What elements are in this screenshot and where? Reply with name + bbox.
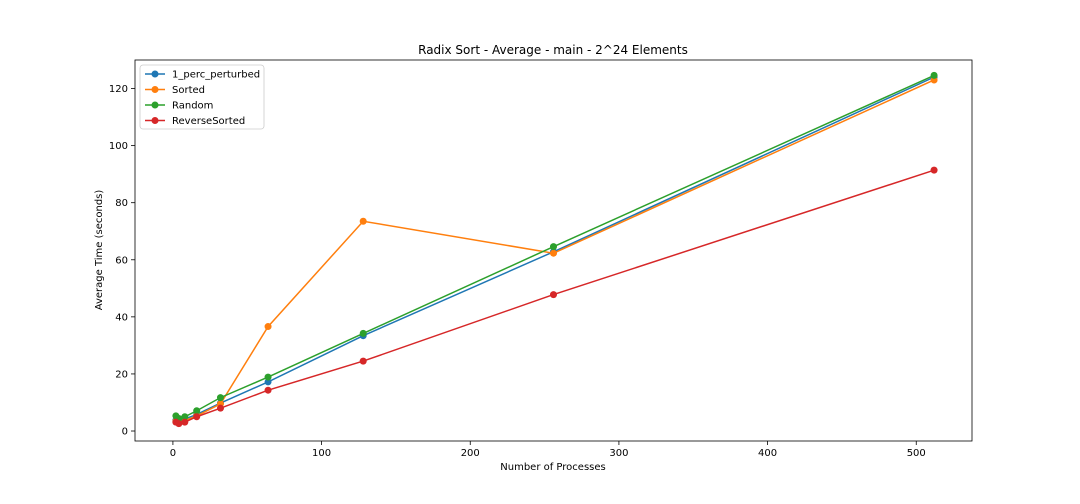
data-point	[264, 378, 272, 386]
legend-box	[139, 64, 265, 130]
axis-ticks: 0 100 200 300 400 500 0 20 40 60 80 100 120	[109, 84, 926, 459]
y-tick-label: 100	[109, 141, 128, 152]
y-tick-label: 60	[115, 255, 128, 266]
y-tick-label: 0	[122, 427, 128, 438]
x-tick-label: 400	[758, 448, 777, 459]
chart-title: Radix Sort - Average - main - 2^24 Eleme…	[418, 43, 688, 57]
x-tick-label: 200	[461, 448, 480, 459]
x-tick-label: 100	[312, 448, 331, 459]
data-point	[359, 217, 367, 225]
data-point	[216, 394, 224, 402]
legend-item: Sorted	[145, 85, 205, 96]
data-point	[181, 413, 189, 421]
legend-label: Sorted	[172, 85, 205, 96]
data-point	[264, 386, 272, 394]
data-point	[193, 413, 201, 421]
y-tick-label: 80	[115, 198, 128, 209]
data-point	[930, 166, 938, 174]
x-axis-label: Number of Processes	[500, 462, 605, 473]
data-point	[193, 407, 201, 415]
legend-item: ReverseSorted	[145, 116, 245, 127]
data-point	[359, 329, 367, 337]
legend-marker	[151, 70, 159, 78]
legend-label: ReverseSorted	[172, 116, 245, 127]
data-point	[550, 249, 557, 257]
data-point	[930, 71, 938, 79]
y-axis-label: Average Time (seconds)	[94, 190, 105, 311]
y-tick-label: 20	[115, 369, 128, 380]
legend-item: Random	[145, 101, 213, 112]
legend-label: 1_perc_perturbed	[172, 70, 260, 81]
series-ReverseSorted	[172, 166, 938, 428]
legend-marker	[151, 101, 159, 109]
legend: 1_perc_perturbed Sorted Random ReverseSorte…	[139, 64, 265, 130]
x-tick-label: 500	[907, 448, 926, 459]
data-point	[181, 418, 189, 426]
data-point	[550, 291, 557, 299]
data-point	[264, 373, 272, 381]
x-tick-label: 0	[170, 448, 176, 459]
data-point	[216, 404, 224, 412]
y-tick-label: 40	[115, 312, 128, 323]
legend-item: 1_perc_perturbed	[145, 70, 260, 81]
legend-label: Random	[172, 101, 213, 112]
data-point	[359, 357, 367, 365]
plot-frame	[134, 59, 973, 442]
x-tick-label: 300	[609, 448, 628, 459]
y-tick-label: 120	[109, 84, 128, 95]
legend-marker	[151, 86, 159, 93]
data-point	[175, 420, 183, 428]
legend-marker	[151, 117, 159, 124]
plot-series	[172, 71, 938, 428]
data-point	[550, 243, 557, 251]
data-point	[264, 323, 272, 331]
